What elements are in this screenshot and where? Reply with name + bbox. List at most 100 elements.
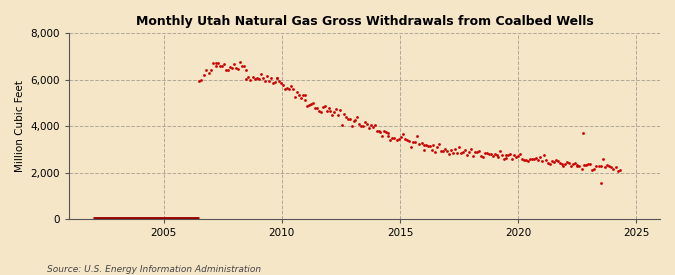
Point: [505, 152, 516, 156]
Point: [352, 115, 362, 119]
Point: [539, 153, 549, 157]
Point: [219, 62, 230, 67]
Point: [208, 60, 219, 65]
Point: [356, 124, 367, 128]
Point: [450, 147, 460, 152]
Point: [200, 68, 211, 73]
Point: [243, 75, 254, 79]
Point: [452, 151, 462, 155]
Point: [518, 158, 529, 162]
Point: [198, 73, 209, 78]
Point: [597, 156, 608, 161]
Point: [469, 150, 480, 155]
Point: [541, 157, 551, 162]
Point: [589, 167, 599, 171]
Point: [570, 161, 580, 166]
Point: [365, 123, 376, 127]
Point: [515, 152, 526, 156]
Point: [460, 148, 470, 152]
Point: [381, 129, 392, 134]
Point: [578, 131, 589, 135]
Point: [269, 79, 280, 84]
Point: [245, 78, 256, 82]
Point: [323, 106, 334, 110]
Point: [329, 110, 340, 114]
Point: [327, 113, 338, 117]
Point: [572, 164, 583, 169]
Point: [491, 152, 502, 157]
Y-axis label: Million Cubic Feet: Million Cubic Feet: [15, 80, 25, 172]
Point: [315, 110, 326, 115]
Point: [400, 137, 410, 141]
Point: [335, 108, 346, 113]
Point: [288, 87, 299, 92]
Point: [556, 162, 567, 167]
Point: [511, 154, 522, 159]
Point: [568, 161, 578, 166]
Point: [344, 117, 355, 121]
Point: [280, 87, 291, 91]
Point: [377, 134, 388, 138]
Point: [310, 106, 321, 110]
Point: [249, 77, 260, 81]
Point: [595, 164, 606, 169]
Point: [462, 153, 472, 157]
Point: [251, 76, 262, 81]
Point: [339, 112, 350, 117]
Point: [373, 128, 384, 133]
Point: [418, 143, 429, 147]
Point: [406, 145, 416, 149]
Point: [550, 158, 561, 163]
Point: [302, 104, 313, 109]
Point: [215, 64, 225, 68]
Point: [333, 113, 344, 117]
Point: [319, 103, 330, 108]
Point: [321, 109, 332, 113]
Point: [524, 157, 535, 161]
Point: [340, 115, 351, 120]
Point: [606, 165, 617, 169]
Point: [544, 161, 555, 166]
Point: [426, 148, 437, 152]
Point: [548, 160, 559, 164]
Point: [284, 87, 295, 91]
Point: [227, 66, 238, 70]
Point: [603, 164, 614, 168]
Point: [414, 142, 425, 146]
Point: [442, 149, 453, 153]
Point: [436, 149, 447, 153]
Point: [298, 93, 309, 97]
Point: [430, 149, 441, 154]
Point: [337, 123, 348, 127]
Point: [560, 162, 571, 166]
Point: [210, 64, 221, 68]
Point: [428, 143, 439, 147]
Point: [375, 129, 386, 134]
Point: [271, 75, 282, 80]
Point: [221, 68, 232, 73]
Point: [308, 100, 319, 105]
Point: [273, 78, 284, 83]
Point: [346, 124, 357, 128]
Point: [578, 163, 589, 167]
Point: [535, 155, 545, 159]
Point: [267, 81, 278, 85]
Point: [458, 150, 468, 154]
Point: [233, 67, 244, 72]
Point: [331, 107, 342, 111]
Point: [212, 61, 223, 65]
Point: [576, 166, 587, 171]
Point: [448, 151, 458, 155]
Point: [286, 84, 297, 88]
Point: [396, 135, 406, 140]
Point: [391, 138, 402, 142]
Point: [325, 109, 336, 113]
Point: [350, 118, 361, 122]
Point: [371, 129, 382, 133]
Point: [239, 63, 250, 68]
Point: [566, 164, 576, 169]
Point: [529, 157, 539, 161]
Point: [422, 144, 433, 148]
Point: [454, 145, 464, 150]
Point: [424, 144, 435, 148]
